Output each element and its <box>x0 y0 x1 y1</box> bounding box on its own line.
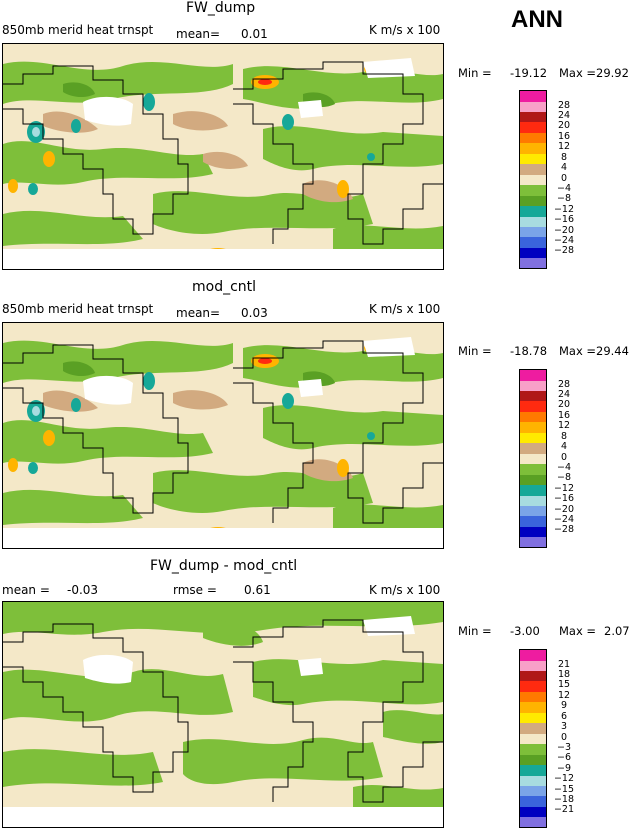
colorbar-tick-label: 8 <box>560 151 568 163</box>
panel2-max-label: Max = <box>559 344 597 358</box>
panel3-rmse-value: 0.61 <box>244 583 271 597</box>
panel2-colorbar-svg <box>520 370 546 547</box>
colorbar-tick-label: 21 <box>557 658 571 670</box>
colorbar-tick-label: −16 <box>553 214 575 226</box>
colorbar-tick-label: −28 <box>553 245 575 257</box>
panel1-colorbar-svg <box>520 91 546 268</box>
colorbar-tick-label: 9 <box>560 700 568 712</box>
colorbar-tick-label: 18 <box>557 669 571 681</box>
panel3-title: FW_dump - mod_cntl <box>150 558 298 574</box>
panel3-min-value: -3.00 <box>510 624 540 638</box>
colorbar-tick-label: 28 <box>557 99 571 111</box>
colorbar-tick-label: −24 <box>553 513 575 525</box>
colorbar-tick-label: 3 <box>560 721 568 733</box>
panel1-mean-label: mean= <box>176 27 221 41</box>
colorbar-tick-label: −12 <box>553 203 575 215</box>
colorbar-tick-label: −21 <box>553 804 575 816</box>
colorbar-tick-label: −6 <box>556 752 571 764</box>
colorbar-tick-label: −15 <box>553 783 575 795</box>
panel2-units: K m/s x 100 <box>369 302 441 316</box>
panel3-units: K m/s x 100 <box>369 583 441 597</box>
colorbar-tick-label: −20 <box>553 224 575 236</box>
colorbar-tick-label: −8 <box>556 193 571 205</box>
colorbar-tick-label: 0 <box>560 731 568 743</box>
panel3-min-label: Min = <box>458 624 492 638</box>
colorbar-tick-label: 28 <box>557 378 571 390</box>
panel2-map-svg <box>3 323 443 548</box>
colorbar-tick-label: 24 <box>557 110 571 122</box>
colorbar-tick-label: −3 <box>556 741 571 753</box>
panel3-map <box>2 601 444 828</box>
colorbar-tick-label: −28 <box>553 524 575 536</box>
colorbar-tick-label: 12 <box>557 689 571 701</box>
panel2-min-value: -18.78 <box>510 344 548 358</box>
colorbar-tick-label: 6 <box>560 710 568 722</box>
panel1-mean-value: 0.01 <box>241 27 268 41</box>
colorbar-tick-label: −8 <box>556 472 571 484</box>
colorbar-tick-label: −4 <box>556 461 571 473</box>
panel1-map-svg <box>3 44 443 269</box>
colorbar-tick-label: 8 <box>560 430 568 442</box>
panel2-mean-label: mean= <box>176 306 221 320</box>
panel1-units: K m/s x 100 <box>369 23 441 37</box>
colorbar-tick-label: 15 <box>557 679 571 691</box>
panel3-colorbar-svg <box>520 650 546 827</box>
colorbar-tick-label: −24 <box>553 234 575 246</box>
panel1-map <box>2 43 444 270</box>
panel3-max-value: 2.07 <box>604 624 630 638</box>
colorbar-tick-label: 12 <box>557 141 571 153</box>
colorbar-tick-label: −12 <box>553 773 575 785</box>
panel1-title: FW_dump <box>186 0 256 16</box>
colorbar-tick-label: 16 <box>557 409 571 421</box>
panel3-rmse-label: rmse = <box>173 583 217 597</box>
panel3-mean-label: mean = <box>2 583 50 597</box>
panel1-subtitle: 850mb merid heat trnspt <box>2 23 154 37</box>
panel2-min-label: Min = <box>458 344 492 358</box>
panel1-colorbar <box>519 90 547 269</box>
colorbar-tick-label: −16 <box>553 493 575 505</box>
colorbar-tick-label: 0 <box>560 172 568 184</box>
panel2-mean-value: 0.03 <box>241 306 268 320</box>
panel2-colorbar <box>519 369 547 548</box>
panel1-max-label: Max = <box>559 66 597 80</box>
colorbar-tick-label: 0 <box>560 451 568 463</box>
panel3-max-label: Max = <box>559 624 597 638</box>
panel3-mean-value: -0.03 <box>67 583 99 597</box>
panel3-colorbar <box>519 649 547 828</box>
panel3-map-svg <box>3 602 443 827</box>
colorbar-tick-label: 24 <box>557 389 571 401</box>
colorbar-tick-label: −18 <box>553 793 575 805</box>
colorbar-tick-label: 20 <box>557 399 571 411</box>
panel2-map <box>2 322 444 549</box>
colorbar-tick-label: −12 <box>553 482 575 494</box>
colorbar-tick-label: 4 <box>560 162 568 174</box>
panel2-title: mod_cntl <box>192 279 257 295</box>
panel1-min-label: Min = <box>458 66 492 80</box>
colorbar-tick-label: 12 <box>557 420 571 432</box>
colorbar-tick-label: 4 <box>560 441 568 453</box>
colorbar-tick-label: −20 <box>553 503 575 515</box>
colorbar-tick-label: 16 <box>557 130 571 142</box>
panel2-subtitle: 850mb merid heat trnspt <box>2 302 154 316</box>
colorbar-tick-label: −9 <box>556 762 571 774</box>
period-label: ANN <box>511 6 563 33</box>
colorbar-tick-label: −4 <box>556 182 571 194</box>
panel2-max-value: 29.44 <box>596 344 629 358</box>
colorbar-tick-label: 20 <box>557 120 571 132</box>
panel1-max-value: 29.92 <box>596 66 629 80</box>
panel1-min-value: -19.12 <box>510 66 548 80</box>
